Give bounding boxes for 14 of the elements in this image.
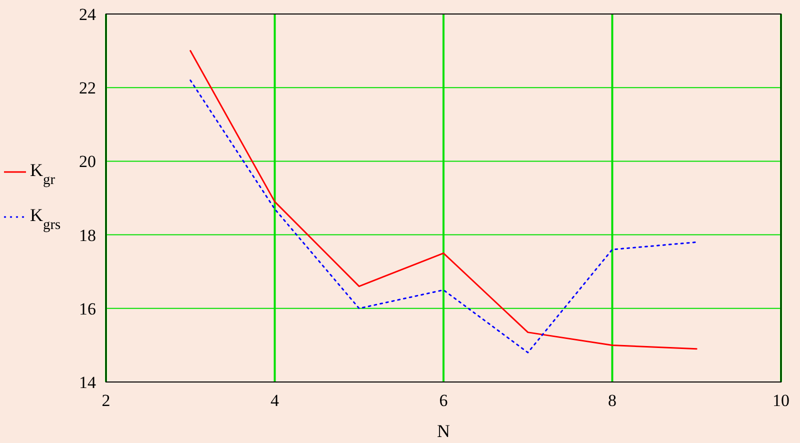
y-tick-label: 14 xyxy=(79,373,96,392)
x-tick-label: 10 xyxy=(772,391,790,410)
x-tick-label: 4 xyxy=(270,391,280,410)
x-tick-label: 2 xyxy=(102,391,110,410)
y-tick-label: 18 xyxy=(79,226,96,245)
x-tick-label: 8 xyxy=(608,391,616,410)
y-tick-label: 24 xyxy=(79,5,96,24)
legend-label: K$_{grs}$ xyxy=(30,205,61,233)
y-tick-label: 16 xyxy=(79,299,96,318)
legend-label: K$_{gr}$ xyxy=(30,160,56,188)
x-tick-label: 6 xyxy=(439,391,448,410)
y-tick-label: 22 xyxy=(79,78,96,98)
y-tick-label: 20 xyxy=(79,152,96,172)
x-axis-title: N xyxy=(437,421,450,441)
